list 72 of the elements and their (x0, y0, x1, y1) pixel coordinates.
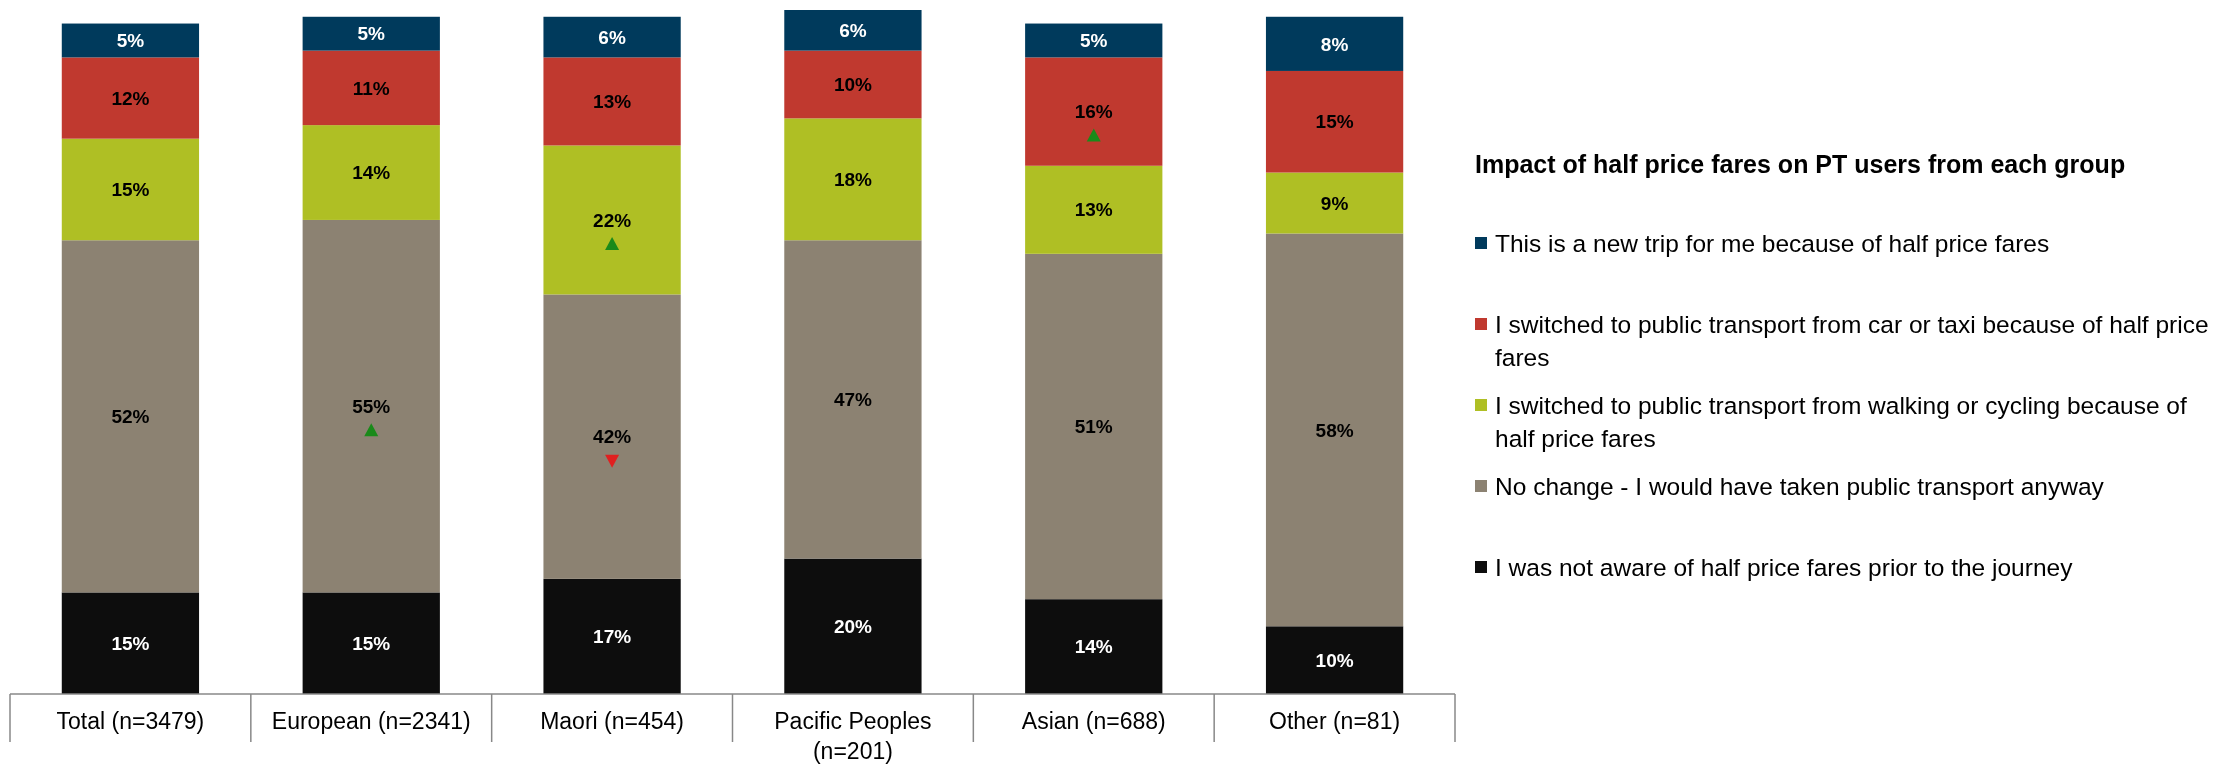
data-label: 18% (833, 168, 873, 190)
bar (784, 10, 922, 51)
data-label: 15% (1315, 111, 1354, 133)
data-label: 13% (593, 91, 632, 113)
legend-label: No change - I would have taken public transport anyway (1495, 472, 2105, 500)
bar (1265, 233, 1404, 627)
bar (784, 118, 922, 241)
data-label: 10% (833, 74, 873, 96)
data-label: 22% (593, 209, 632, 231)
data-label: 11% (352, 77, 390, 99)
x-tick-label: Pacific Peoples (n=201) (774, 708, 932, 765)
legend-label: I switched to public transport from car or taxi because of half price fares (1495, 310, 2209, 371)
data-label: 9% (1320, 192, 1349, 214)
data-label: 14% (1074, 636, 1113, 658)
bar (1025, 23, 1163, 58)
data-label: 52% (111, 405, 150, 427)
data-label: 10% (1315, 649, 1354, 671)
bar (61, 138, 200, 241)
data-label: 14% (352, 162, 391, 184)
data-label: 5% (1080, 30, 1108, 52)
bar (1265, 70, 1404, 173)
data-label: 12% (111, 87, 150, 109)
bar (543, 578, 681, 694)
bar (543, 294, 681, 579)
data-label: 16% (1074, 101, 1113, 123)
data-label: 20% (833, 615, 873, 637)
bar (1025, 57, 1163, 166)
data-label: 6% (598, 26, 626, 48)
bar (543, 16, 681, 58)
bar (1025, 253, 1163, 600)
bar (302, 592, 440, 694)
legend-label: I was not aware of half price fares prior to the journey (1495, 553, 2074, 581)
x-tick-label: Other (n=81) (1269, 708, 1401, 735)
bar (302, 219, 440, 593)
data-label: 15% (111, 632, 150, 654)
bar (61, 240, 200, 593)
legend-title: Impact of half price fares on PT users from each group (1475, 149, 2126, 178)
bar (61, 592, 200, 694)
data-label: 42% (593, 426, 632, 448)
bar (543, 57, 681, 146)
bar (302, 50, 440, 126)
x-tick-label: Asian (n=688) (1021, 708, 1166, 735)
bar (302, 16, 440, 51)
bar (784, 558, 922, 694)
bar (1265, 16, 1404, 71)
data-label: 55% (352, 395, 391, 417)
bar (1025, 165, 1163, 254)
bar (1265, 172, 1404, 234)
bar (784, 50, 922, 119)
bar (1025, 599, 1163, 694)
data-label: 15% (352, 632, 391, 654)
x-tick-label: European (n=2341) (271, 708, 471, 735)
data-label: 5% (357, 23, 386, 45)
x-tick-label: Total (n=3479) (56, 708, 205, 735)
bar (784, 240, 922, 559)
bar (1265, 626, 1404, 694)
legend-label: I switched to public transport from walking or cycling because of half price fares (1495, 391, 2187, 452)
data-label: 13% (1074, 199, 1113, 221)
data-label: 8% (1320, 33, 1349, 55)
bar (61, 23, 200, 58)
x-tick-label: Maori (n=454) (540, 708, 684, 735)
legend-label: This is a new trip for me because of half price fares (1495, 229, 2050, 257)
data-label: 51% (1074, 416, 1113, 438)
bar (543, 145, 681, 295)
data-label: 6% (839, 19, 867, 41)
data-label: 5% (116, 30, 145, 52)
data-label: 17% (593, 626, 632, 648)
data-label: 15% (111, 179, 150, 201)
data-label: 47% (833, 389, 873, 411)
data-label: 58% (1315, 419, 1354, 441)
bar (61, 57, 200, 139)
bar (302, 125, 440, 220)
